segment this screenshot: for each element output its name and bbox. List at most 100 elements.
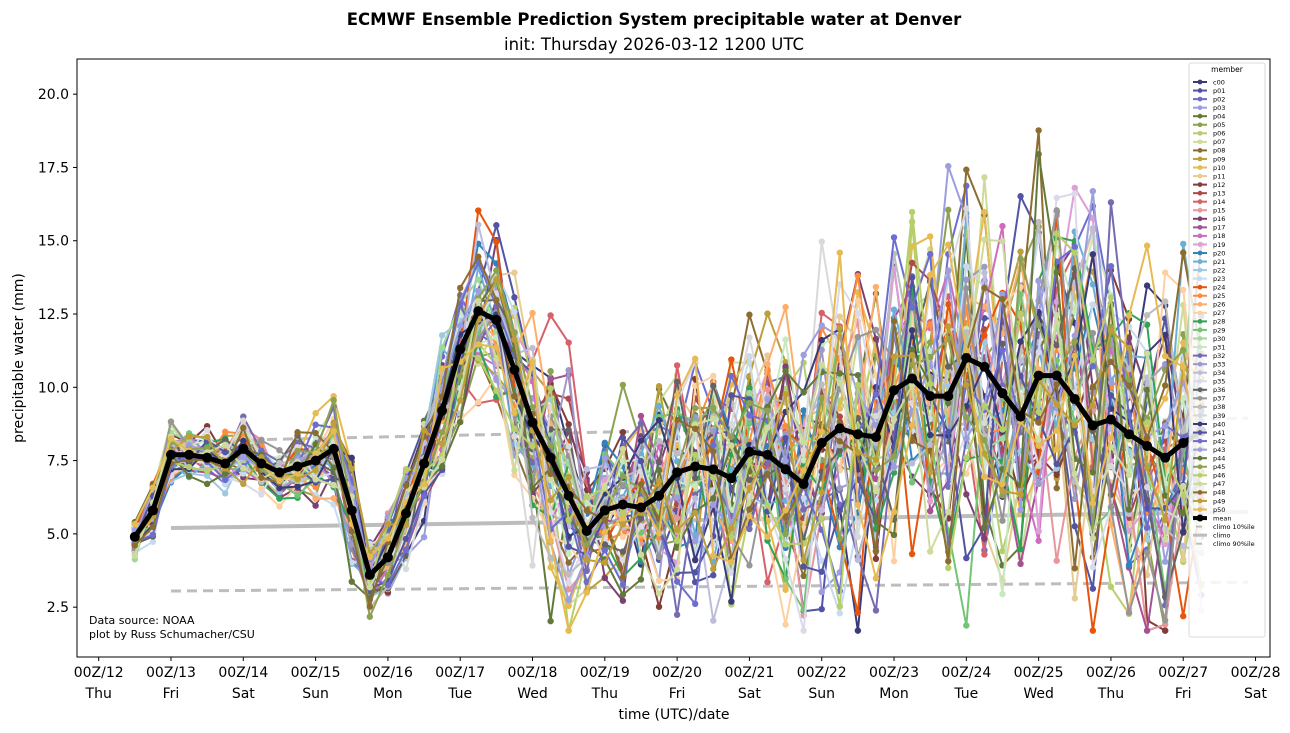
member-point [637, 437, 645, 444]
member-point [438, 440, 446, 447]
legend-label: p48 [1213, 489, 1225, 497]
member-point [529, 562, 536, 569]
member-point [1089, 627, 1097, 634]
member-point [1053, 484, 1060, 492]
member-point [420, 427, 428, 434]
member-point [854, 272, 862, 279]
member-point [818, 568, 825, 575]
member-point [926, 548, 934, 555]
legend-label: p21 [1213, 258, 1225, 266]
legend-entry-p44: p44 [1193, 455, 1225, 463]
member-point [963, 454, 970, 461]
member-point [890, 318, 898, 325]
member-point [637, 496, 645, 503]
member-point [637, 576, 645, 583]
member-point [619, 472, 627, 480]
member-point [330, 419, 337, 426]
mean-point [979, 361, 990, 372]
member-point [999, 426, 1006, 433]
legend-label: p20 [1213, 249, 1225, 257]
legend-marker [1197, 105, 1203, 111]
legend-marker [1197, 259, 1203, 264]
member-point [999, 435, 1006, 442]
member-point [1053, 381, 1060, 388]
mean-point [581, 525, 592, 536]
legend-label: p05 [1213, 121, 1225, 129]
member-point [746, 420, 753, 427]
member-point [673, 566, 681, 573]
member-point [945, 399, 952, 407]
legend-marker [1197, 507, 1203, 512]
member-point [511, 336, 518, 343]
member-point [963, 491, 970, 498]
member-point [1161, 269, 1169, 276]
legend-marker [1197, 79, 1203, 85]
x-tick-day-label: Tue [953, 686, 978, 702]
member-point [710, 572, 717, 579]
legend-marker [1197, 319, 1203, 324]
legend-marker [1197, 88, 1203, 93]
legend-entry-p03: p03 [1193, 104, 1225, 112]
legend-entry-p13: p13 [1193, 189, 1225, 197]
member-point [981, 236, 988, 243]
mean-point [654, 490, 665, 501]
member-point [511, 409, 518, 416]
member-point [945, 323, 952, 330]
member-point [1017, 372, 1024, 380]
member-point [800, 457, 807, 464]
legend-entry-p14: p14 [1193, 198, 1225, 206]
member-point [312, 421, 319, 428]
x-tick-day-label: Fri [669, 686, 686, 702]
member-point [312, 466, 319, 474]
member-point [475, 287, 482, 295]
legend-entry-p34: p34 [1193, 369, 1225, 377]
member-point [746, 512, 753, 520]
member-point [836, 535, 843, 543]
member-point [294, 492, 301, 499]
member-point [673, 416, 681, 424]
member-point [240, 424, 247, 432]
member-point [691, 474, 699, 482]
mean-point [762, 449, 773, 460]
member-point [619, 597, 627, 604]
member-point [131, 542, 139, 549]
mean-point [509, 364, 520, 375]
member-point [294, 429, 301, 436]
member-point [258, 474, 265, 481]
member-point [167, 418, 175, 425]
x-tick-label: 00Z/16 [363, 665, 413, 681]
member-point [637, 551, 645, 558]
legend-marker [1197, 113, 1203, 119]
member-point [782, 367, 789, 375]
member-point [1143, 242, 1151, 249]
member-point [475, 398, 482, 406]
member-point [1161, 331, 1169, 339]
legend-marker [1197, 165, 1203, 170]
legend-label: p25 [1213, 292, 1225, 300]
member-point [1125, 527, 1133, 535]
member-point [963, 414, 970, 421]
legend-label: p17 [1213, 224, 1225, 232]
mean-point [599, 505, 610, 516]
member-point [728, 420, 735, 428]
mean-point [346, 505, 357, 516]
member-point [330, 501, 337, 508]
member-point [764, 533, 771, 541]
mean-point [1178, 438, 1189, 449]
member-point [583, 493, 590, 500]
legend-entry-p24: p24 [1193, 284, 1225, 292]
member-point [185, 472, 193, 480]
member-point [746, 457, 753, 464]
member-point [420, 533, 428, 541]
member-point [529, 459, 536, 466]
member-point [872, 283, 880, 291]
member-point [836, 603, 843, 610]
member-point [655, 459, 663, 466]
member-point [800, 627, 807, 634]
member-point [1143, 434, 1151, 442]
legend-label: p42 [1213, 437, 1225, 445]
member-point [1107, 327, 1115, 334]
member-point [1035, 436, 1042, 444]
member-point [601, 516, 609, 523]
member-point [890, 353, 898, 360]
